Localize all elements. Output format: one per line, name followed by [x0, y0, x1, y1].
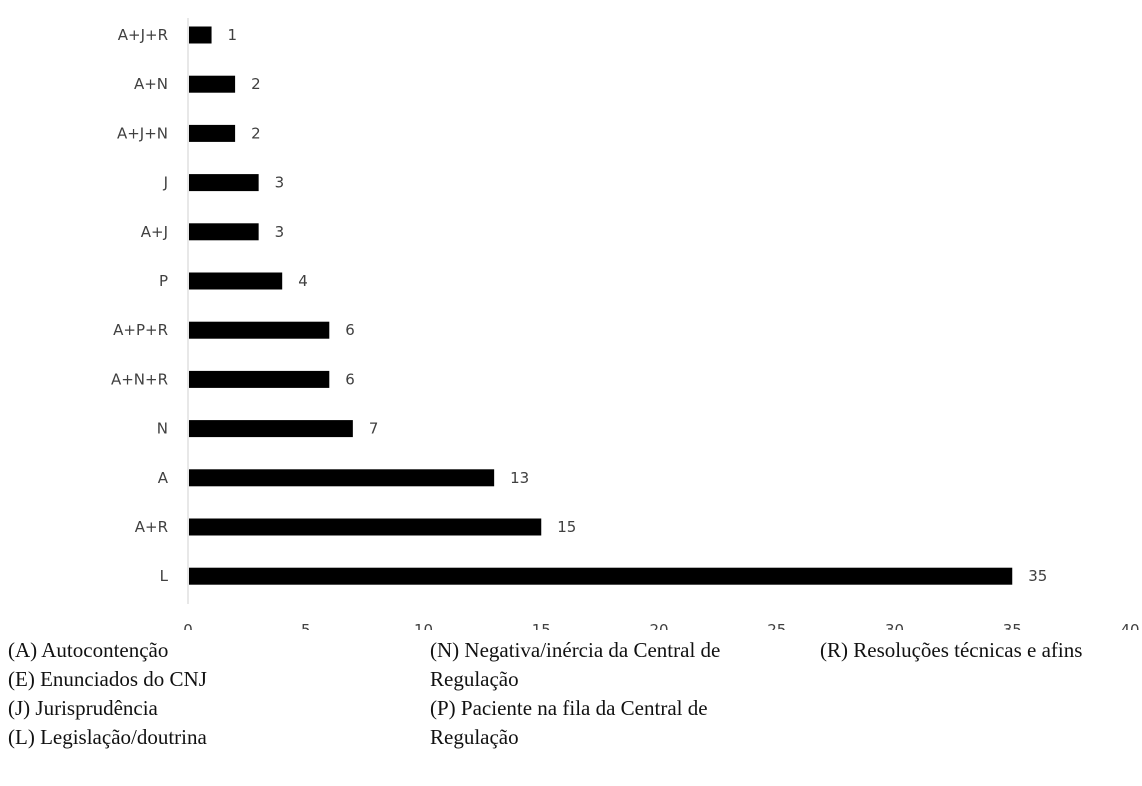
x-tick-label-35: 35 [1003, 621, 1022, 630]
bar-a [189, 469, 495, 487]
value-label-a-n: 2 [251, 75, 261, 93]
category-label-a-j-r: A+J+R [118, 26, 168, 44]
bar-a-j [189, 223, 259, 241]
bar-a-n [189, 75, 236, 93]
legend-item-resolucoes: (R) Resoluções técnicas e afins [820, 638, 1083, 662]
x-axis-tick-labels: 0 5 10 15 20 25 30 35 40 [183, 621, 1139, 630]
value-label-a-j: 3 [275, 223, 285, 241]
legend-column-2: (N) Negativa/inércia da Central de Regul… [430, 636, 760, 752]
category-label-a-n-r: A+N+R [111, 370, 168, 388]
category-label-a-j: A+J [141, 223, 168, 241]
bar-p [189, 272, 283, 290]
value-label-n: 7 [369, 420, 379, 438]
value-labels: 1 2 2 3 3 4 6 6 7 13 15 35 [228, 26, 1048, 585]
value-label-a-n-r: 6 [345, 370, 355, 388]
legend-item-jurisprudencia: (J) Jurisprudência [8, 696, 158, 720]
category-label-a: A [158, 469, 169, 487]
value-label-j: 3 [275, 174, 285, 192]
value-label-l: 35 [1028, 567, 1047, 585]
x-tick-label-30: 30 [885, 621, 904, 630]
value-label-a-r: 15 [557, 518, 576, 536]
x-tick-label-40: 40 [1120, 621, 1139, 630]
legend-column-1: (A) Autocontenção (E) Enunciados do CNJ … [8, 636, 207, 752]
legend-column-3: (R) Resoluções técnicas e afins [820, 636, 1140, 665]
bar-a-j-n [189, 124, 236, 142]
x-tick-label-25: 25 [767, 621, 786, 630]
bar-a-j-r [189, 26, 212, 44]
value-label-a-j-r: 1 [228, 26, 238, 44]
value-label-a: 13 [510, 469, 529, 487]
category-label-n: N [157, 420, 168, 438]
bar-chart: A+J+R A+N A+J+N J A+J P A+P+R A+N+R N A A+R L 1 2 2 3 3… [111, 18, 1140, 630]
bar-n [189, 420, 353, 438]
bars-group [189, 26, 1013, 585]
legend-item-negativa: (N) Negativa/inércia da Central de Regul… [430, 638, 721, 691]
x-tick-label-0: 0 [183, 621, 193, 630]
x-tick-label-15: 15 [532, 621, 551, 630]
category-label-a-j-n: A+J+N [117, 124, 168, 142]
value-label-p: 4 [298, 272, 308, 290]
category-label-l: L [160, 567, 169, 585]
bar-a-n-r [189, 370, 330, 388]
category-label-a-n: A+N [134, 75, 168, 93]
bar-l [189, 567, 1013, 585]
category-labels: A+J+R A+N A+J+N J A+J P A+P+R A+N+R N A A+R L [111, 26, 169, 585]
value-label-a-j-n: 2 [251, 124, 261, 142]
category-label-p: P [159, 272, 168, 290]
bar-a-p-r [189, 321, 330, 339]
category-label-a-r: A+R [135, 518, 168, 536]
legend-item-paciente: (P) Paciente na fila da Central de Regul… [430, 696, 708, 749]
x-tick-label-5: 5 [301, 621, 311, 630]
value-label-a-p-r: 6 [345, 321, 355, 339]
legend-item-enunciados: (E) Enunciados do CNJ [8, 667, 207, 691]
category-label-a-p-r: A+P+R [113, 321, 168, 339]
bar-j [189, 174, 259, 192]
category-label-j: J [163, 174, 168, 192]
x-tick-label-20: 20 [649, 621, 668, 630]
x-tick-label-10: 10 [414, 621, 433, 630]
bar-a-r [189, 518, 542, 536]
legend-item-autocontencao: (A) Autocontenção [8, 638, 169, 662]
legend-item-legislacao: (L) Legislação/doutrina [8, 725, 207, 749]
